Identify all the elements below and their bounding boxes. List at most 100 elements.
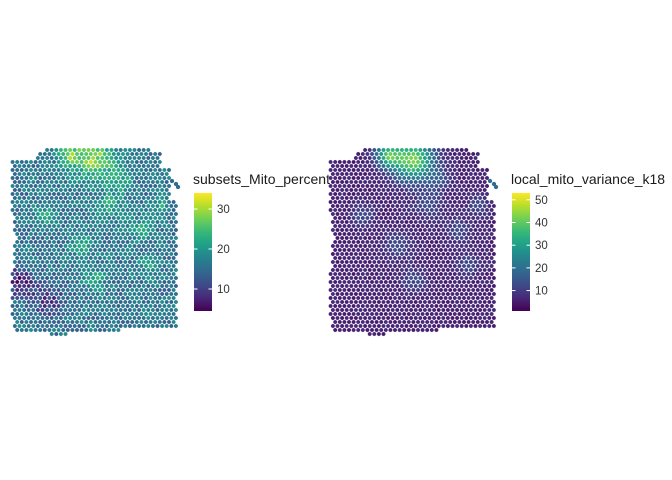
- spot: [346, 231, 352, 237]
- spot: [466, 239, 471, 245]
- spot: [461, 151, 467, 157]
- spot: [454, 187, 460, 193]
- spot: [17, 203, 22, 209]
- spot: [116, 175, 121, 181]
- spot: [463, 227, 469, 233]
- spot: [424, 271, 430, 277]
- spot: [88, 303, 94, 309]
- spot: [413, 259, 419, 265]
- spot: [348, 315, 354, 321]
- spot: [399, 227, 405, 233]
- spot: [461, 295, 467, 301]
- spot: [109, 235, 114, 241]
- spot: [362, 267, 368, 273]
- spot: [390, 299, 396, 305]
- spot: [74, 159, 80, 165]
- spot: [422, 307, 428, 313]
- spot: [95, 211, 101, 217]
- spot: [111, 175, 117, 181]
- spot: [49, 331, 55, 337]
- spot: [374, 303, 379, 309]
- spot: [49, 267, 55, 273]
- spot: [429, 207, 435, 213]
- spot: [152, 279, 158, 285]
- spot: [150, 171, 156, 177]
- spot: [406, 223, 412, 229]
- spot: [122, 163, 128, 169]
- spot: [447, 271, 453, 277]
- spot: [53, 155, 59, 161]
- spot: [67, 251, 73, 257]
- spot: [109, 163, 114, 169]
- spot: [422, 235, 428, 241]
- spot: [385, 243, 391, 249]
- spot: [367, 155, 373, 161]
- spot: [445, 243, 451, 249]
- spot: [12, 163, 18, 169]
- spot: [408, 275, 414, 281]
- spot: [339, 323, 345, 329]
- spot: [53, 187, 59, 193]
- spot: [330, 179, 336, 185]
- spot: [447, 215, 453, 221]
- spot: [491, 291, 497, 297]
- spot: [399, 243, 405, 249]
- spot: [164, 203, 170, 209]
- colorbar-tick-label: 20: [535, 263, 548, 275]
- spot: [424, 255, 430, 261]
- spot: [164, 243, 170, 249]
- spot: [404, 283, 409, 289]
- spot: [44, 299, 50, 305]
- spot: [399, 147, 405, 153]
- spot: [136, 219, 142, 225]
- spot: [33, 159, 38, 165]
- spot: [394, 187, 400, 193]
- spot: [93, 159, 98, 165]
- spot: [342, 239, 347, 245]
- spot: [106, 295, 112, 301]
- spot: [97, 295, 103, 301]
- spot: [390, 323, 396, 329]
- spot: [346, 159, 352, 165]
- spot: [489, 295, 494, 301]
- spot: [127, 163, 133, 169]
- spot: [35, 315, 41, 321]
- spot: [113, 179, 119, 185]
- spot: [79, 207, 84, 213]
- spot: [388, 247, 393, 253]
- spot: [367, 283, 373, 289]
- spot: [431, 267, 437, 273]
- spot: [351, 167, 356, 173]
- spot: [166, 183, 172, 189]
- spot: [422, 227, 428, 233]
- spot: [162, 231, 167, 237]
- spot: [385, 179, 391, 185]
- spot: [450, 235, 455, 241]
- spot: [40, 155, 45, 161]
- spot: [482, 315, 488, 321]
- spot: [51, 199, 57, 205]
- spot: [376, 299, 382, 305]
- spot: [42, 231, 48, 237]
- spot: [466, 175, 471, 181]
- spot: [348, 323, 354, 329]
- spot: [58, 147, 64, 153]
- spot: [111, 279, 117, 285]
- spot: [17, 259, 22, 265]
- spot: [53, 307, 59, 313]
- spot: [440, 171, 446, 177]
- spot: [51, 191, 57, 197]
- spot: [415, 151, 421, 157]
- spot: [37, 199, 43, 205]
- spot: [58, 187, 64, 193]
- spot: [450, 195, 455, 201]
- spot: [113, 163, 119, 169]
- spot: [401, 223, 407, 229]
- spot: [447, 303, 453, 309]
- spot: [390, 227, 396, 233]
- spot: [388, 199, 393, 205]
- spot: [477, 323, 483, 329]
- spot: [355, 159, 361, 165]
- spot: [118, 187, 124, 193]
- spot: [374, 263, 379, 269]
